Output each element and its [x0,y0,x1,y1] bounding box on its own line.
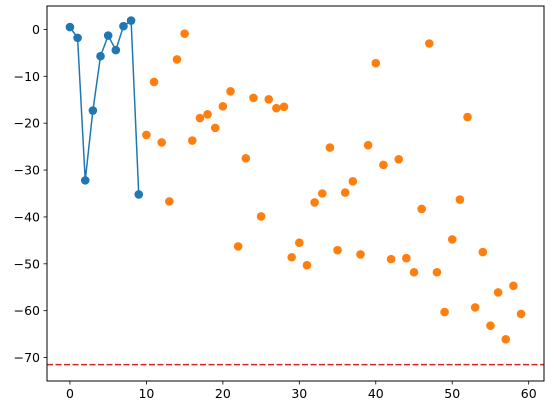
y-tick-label: −70 [14,350,40,365]
plot-background [47,6,544,381]
data-point [486,321,495,330]
axes-frame [46,5,545,382]
data-point [142,130,151,140]
data-point [417,204,426,214]
data-point [149,77,159,87]
data-point [226,87,235,96]
x-tick-label: 0 [66,386,74,401]
data-point [447,235,457,244]
data-point [295,238,304,248]
data-point [501,334,511,344]
data-point [172,55,182,64]
data-point [80,176,90,185]
data-point [440,307,449,317]
data-point [279,102,289,112]
data-point [203,109,212,119]
series-2 [142,29,526,344]
data-point [516,309,526,319]
data-point [493,288,503,297]
data-point [363,140,373,150]
data-point [379,160,388,170]
data-point [233,242,243,251]
data-point [218,102,228,111]
data-point [241,154,251,163]
x-tick-label: 40 [368,386,384,401]
data-point [134,190,144,199]
data-point [348,177,358,186]
data-point [425,39,434,48]
data-point [187,136,197,145]
x-tick-label: 10 [138,386,154,401]
data-point [195,113,205,123]
x-tick-label: 30 [291,386,307,401]
y-tick-label: −40 [14,209,40,224]
data-point [470,303,480,312]
series-1-line [69,19,140,195]
data-point [165,197,174,206]
series-1 [65,16,144,199]
data-point [256,212,266,221]
data-point [249,93,258,103]
data-point [119,21,128,31]
data-point [371,58,381,68]
data-point [333,245,342,255]
data-point [432,267,442,277]
data-point [103,31,113,40]
axes: 0 10 20 30 40 50 60 0 −10 −20 −30 −40 −50 −60 −70 [14,5,545,401]
plot-area [47,6,544,381]
data-point [409,267,419,277]
y-tick-label: 0 [32,22,40,37]
y-tick-label: −30 [14,163,40,178]
y-tick-label: −60 [14,303,40,318]
data-point [65,22,75,32]
x-tick-label: 50 [444,386,460,401]
data-point [325,143,335,152]
data-point [88,106,98,115]
data-point [96,51,105,61]
data-point [340,188,350,197]
data-point [455,195,465,204]
data-point [478,247,488,257]
data-point [317,189,327,198]
data-point [264,94,274,104]
data-point [386,254,396,264]
data-point [111,45,121,55]
y-tick-label: −50 [14,256,40,271]
data-point [310,198,319,207]
y-tick-label: −10 [14,69,40,84]
data-point [180,29,189,38]
data-point [356,250,365,259]
data-point [126,16,136,25]
data-point [402,253,411,263]
data-point [302,260,312,270]
data-point [287,252,296,262]
x-tick-label: 60 [521,386,537,401]
data-point [210,123,220,133]
data-point [157,138,166,147]
data-point [463,112,472,122]
data-point [73,33,82,43]
x-tick-label: 20 [215,386,231,401]
data-point [509,281,518,291]
chart-marks [47,16,544,366]
data-point [394,154,404,164]
y-tick-label: −20 [14,116,40,131]
data-point [272,103,281,113]
